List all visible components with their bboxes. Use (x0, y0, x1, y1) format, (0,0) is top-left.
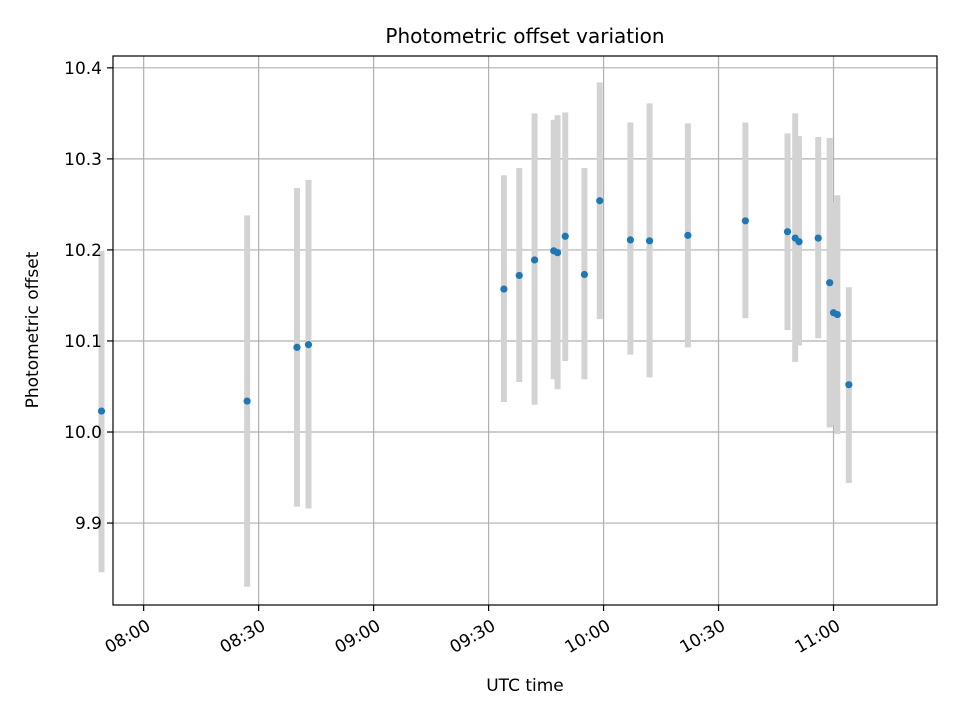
data-point (845, 381, 853, 389)
data-point (826, 279, 834, 287)
y-tick-label: 10.0 (64, 423, 102, 443)
y-tick-label: 10.2 (64, 241, 102, 261)
data-point (304, 341, 313, 349)
data-point (243, 397, 251, 405)
data-point (97, 407, 106, 415)
data-point (814, 234, 822, 242)
plot-frame (112, 55, 938, 606)
y-axis-label: Photometric offset (23, 251, 43, 408)
y-tick-label: 10.3 (64, 150, 102, 170)
data-point (741, 217, 749, 225)
y-tick-label: 9.9 (75, 514, 102, 534)
data-point (783, 228, 792, 236)
data-point (645, 237, 654, 245)
data-point (515, 271, 523, 280)
data-point (530, 256, 539, 264)
y-tick-label: 10.1 (64, 332, 102, 352)
data-point (684, 231, 692, 239)
data-point (596, 197, 604, 205)
data-point (293, 343, 301, 351)
x-axis-label: UTC time (486, 676, 564, 696)
data-point (795, 238, 803, 246)
data-points (97, 197, 853, 415)
data-point (500, 285, 508, 293)
data-point (833, 310, 841, 319)
data-point (626, 236, 634, 244)
data-point (561, 232, 569, 240)
y-axis-ticks: 9.9 10.0 10.1 10.2 10.3 10.4 (64, 59, 113, 534)
chart-title: Photometric offset variation (385, 24, 664, 48)
data-point (580, 270, 589, 279)
y-tick-label: 10.4 (64, 59, 102, 79)
data-point (553, 249, 562, 257)
